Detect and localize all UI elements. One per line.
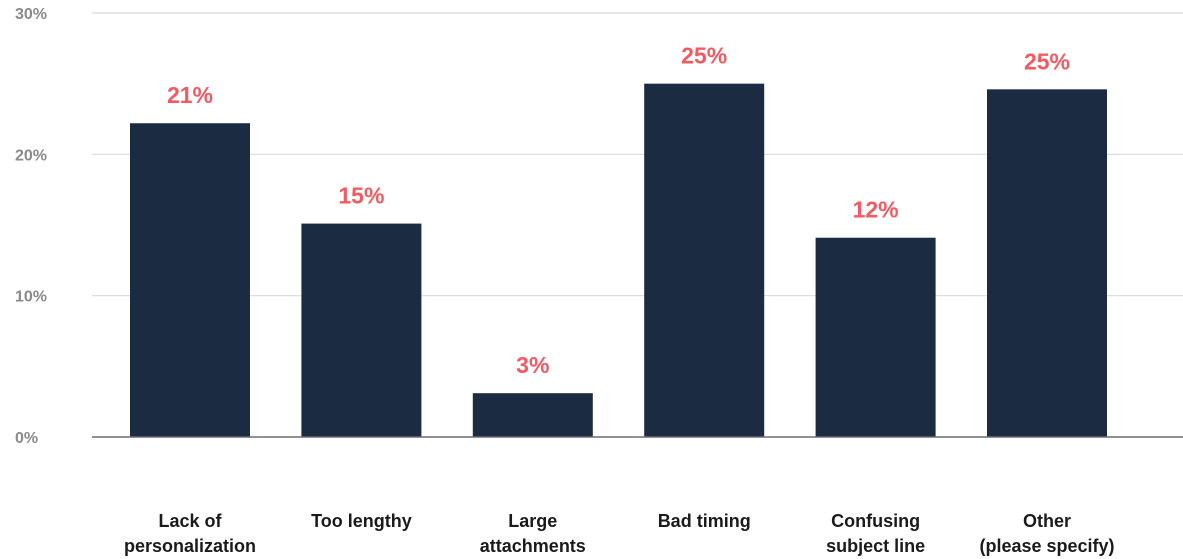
bar-1: [301, 223, 422, 437]
category-label-0: Lack of personalization: [124, 511, 256, 556]
bar-3: [644, 83, 765, 438]
bars: [130, 83, 1107, 438]
bar-0: [130, 123, 250, 438]
category-label-3-line-0: Bad timing: [658, 511, 751, 531]
category-label-5-line-1: (please specify): [979, 536, 1114, 556]
y-tick-label-2: 20%: [15, 147, 47, 164]
category-label-0-line-1: personalization: [124, 536, 256, 556]
data-label-0: 21%: [167, 82, 213, 108]
x-axis-category-labels: Lack of personalization Too lengthy Large at…: [124, 511, 1115, 556]
y-axis-tick-labels: 0% 10% 20% 30%: [15, 6, 47, 447]
category-label-3: Bad timing: [658, 511, 751, 531]
data-label-1: 15%: [338, 183, 384, 209]
category-label-5-line-0: Other: [1023, 511, 1071, 531]
category-label-4-line-0: Confusing: [831, 511, 920, 531]
bar-4: [815, 237, 936, 437]
category-label-4: Confusing subject line: [826, 511, 925, 556]
category-label-1-line-0: Too lengthy: [311, 511, 412, 531]
data-label-4: 12%: [853, 197, 899, 223]
category-label-0-line-0: Lack of: [158, 511, 222, 531]
data-labels: 21% 15% 3% 25% 12% 25%: [167, 43, 1070, 379]
bar-2: [472, 393, 593, 437]
data-label-2: 3%: [516, 352, 549, 378]
bar-5: [987, 89, 1107, 437]
category-label-5: Other (please specify): [979, 511, 1114, 556]
y-tick-label-3: 30%: [15, 6, 47, 23]
y-tick-label-1: 10%: [15, 289, 47, 306]
category-label-2: Large attachments: [480, 511, 586, 556]
category-label-2-line-1: attachments: [480, 536, 586, 556]
category-label-2-line-0: Large: [508, 511, 557, 531]
y-tick-label-0: 0%: [15, 430, 38, 447]
category-label-4-line-1: subject line: [826, 536, 925, 556]
category-label-1: Too lengthy: [311, 511, 412, 531]
data-label-3: 25%: [681, 43, 727, 69]
data-label-5: 25%: [1024, 48, 1070, 74]
